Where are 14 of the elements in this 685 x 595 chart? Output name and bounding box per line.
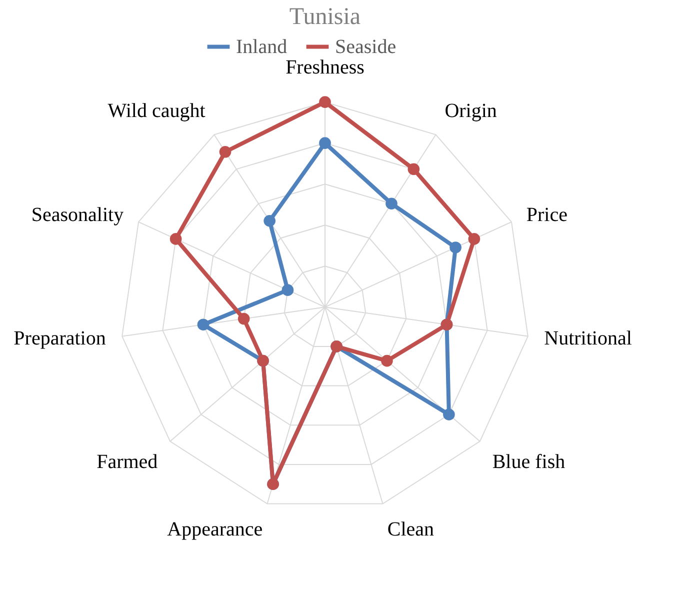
spoke-label: Origin bbox=[444, 100, 497, 122]
chart-title: Tunisia bbox=[289, 4, 361, 30]
spoke-label: Wild caught bbox=[108, 100, 206, 122]
spoke-label: Blue fish bbox=[492, 451, 566, 474]
spoke-label: Price bbox=[526, 204, 568, 226]
legend-label: Seaside bbox=[335, 36, 396, 58]
spoke-label: Preparation bbox=[14, 328, 106, 350]
spoke-label: Clean bbox=[387, 518, 434, 541]
legend-label: Inland bbox=[236, 36, 288, 58]
spoke-label: Seasonality bbox=[31, 204, 124, 226]
spoke-label: Appearance bbox=[167, 518, 263, 541]
spoke-label: Freshness bbox=[286, 56, 365, 78]
spoke-label: Farmed bbox=[96, 451, 158, 474]
spoke-label: Nutritional bbox=[544, 328, 632, 350]
